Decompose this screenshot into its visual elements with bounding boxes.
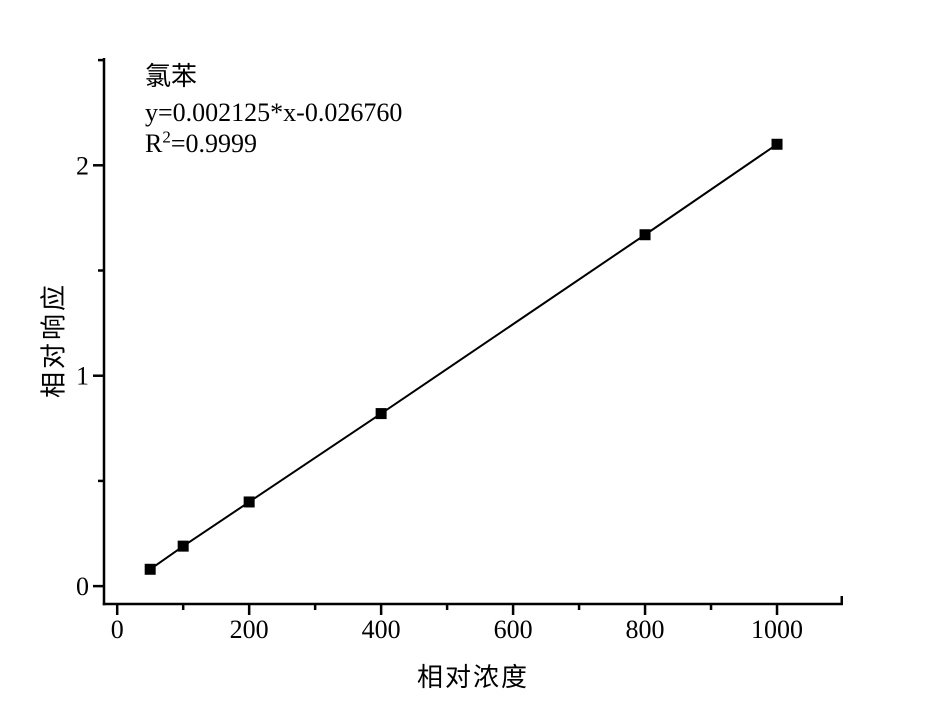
data-point-marker [243, 496, 255, 508]
y-axis-tick-label: 2 [76, 151, 89, 180]
x-axis-tick-label: 200 [230, 615, 269, 644]
r-squared-superscript: 2 [162, 127, 171, 147]
x-axis-title: 相对浓度 [416, 663, 529, 692]
data-point-marker [177, 540, 189, 552]
x-axis-tick-label: 1000 [751, 615, 803, 644]
annotation-fit-equation: y=0.002125*x-0.026760 [145, 98, 403, 127]
annotation-compound-name: 氯苯 [145, 62, 198, 91]
x-axis-tick-label: 800 [626, 615, 665, 644]
data-point-marker [375, 408, 387, 420]
r-squared-base: R [145, 129, 163, 158]
data-point-marker [639, 229, 651, 241]
x-axis-tick-label: 400 [362, 615, 401, 644]
data-point-marker [771, 138, 783, 150]
y-axis-tick-label: 1 [76, 362, 89, 391]
y-axis-title: 相对响应 [39, 281, 69, 399]
x-axis-tick-label: 600 [494, 615, 533, 644]
annotation-r-squared: R2=0.9999 [145, 127, 258, 159]
y-axis-tick-label: 0 [76, 572, 89, 601]
r-squared-value: =0.9999 [170, 129, 258, 158]
x-axis-tick-label: 0 [111, 615, 124, 644]
data-point-marker [144, 563, 156, 575]
